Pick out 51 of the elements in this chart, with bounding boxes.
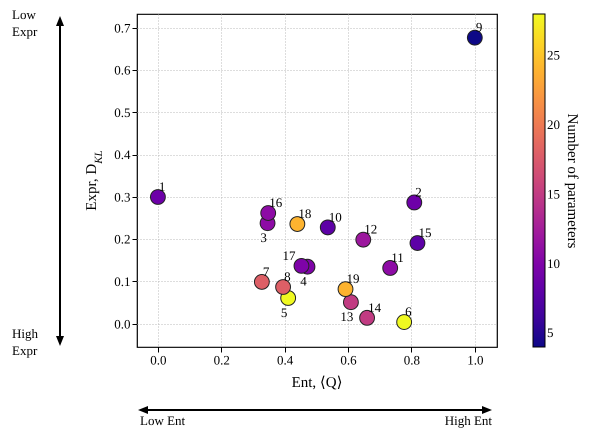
color-bar-title: Number of parameters (564, 114, 580, 249)
x-axis-title: Ent, ⟨Q⟩ (292, 375, 342, 391)
y-tick-label: 0.7 (114, 20, 131, 36)
color-bar-label: 5 (547, 325, 554, 340)
color-bar-label: 20 (547, 117, 560, 132)
y-tick-label: 0.5 (114, 104, 130, 120)
point (355, 232, 372, 248)
point (294, 258, 310, 274)
annotation: 16 (269, 195, 283, 210)
annotation: 5 (280, 304, 288, 320)
annotation: 8 (284, 268, 291, 284)
annotation: 10 (328, 209, 342, 224)
y-tick-label: 0.0 (114, 316, 130, 332)
annotation: 11 (391, 250, 404, 265)
annotation: 19 (346, 271, 360, 286)
x-tick-label: 0.2 (214, 352, 230, 368)
point (406, 194, 422, 210)
x-tick-label: 1.0 (467, 352, 484, 368)
annotation: 4 (300, 274, 308, 289)
color-bar-label: 15 (547, 186, 560, 202)
x-tick-label: 0.4 (277, 352, 294, 368)
y-tick-label: 0.2 (114, 232, 130, 247)
annotation: 1 (158, 178, 166, 194)
y-tick-label: 0.4 (114, 147, 131, 162)
point (254, 274, 270, 290)
text: Low Ent (140, 413, 186, 428)
point (382, 260, 398, 276)
y-tick-label: 0.6 (114, 62, 131, 78)
x-tick-label: 0.0 (150, 352, 167, 368)
annotation: 17 (282, 248, 296, 263)
annotation: 14 (368, 300, 382, 315)
annotation: 6 (405, 304, 412, 320)
x-tick-label: 0.6 (340, 352, 358, 368)
annotation: 15 (418, 225, 432, 240)
point (342, 294, 359, 310)
color-bar-label: 10 (547, 256, 560, 271)
annotation: 9 (476, 20, 482, 35)
color-bar-label: 25 (547, 48, 560, 63)
text: High Expr (12, 326, 38, 358)
annotation: 18 (298, 206, 312, 222)
annotation: 12 (364, 222, 378, 237)
y-tick-label: 0.3 (114, 189, 130, 204)
annotation: 7 (262, 264, 270, 279)
annotation: 3 (260, 230, 267, 246)
x-tick-label: 0.8 (404, 352, 420, 368)
text: High Ent (444, 413, 492, 428)
y-tick-label: 0.1 (114, 274, 130, 289)
point (150, 189, 166, 205)
text: Low Expr (12, 7, 38, 39)
annotation: 2 (415, 184, 422, 200)
annotation: 13 (340, 309, 354, 324)
